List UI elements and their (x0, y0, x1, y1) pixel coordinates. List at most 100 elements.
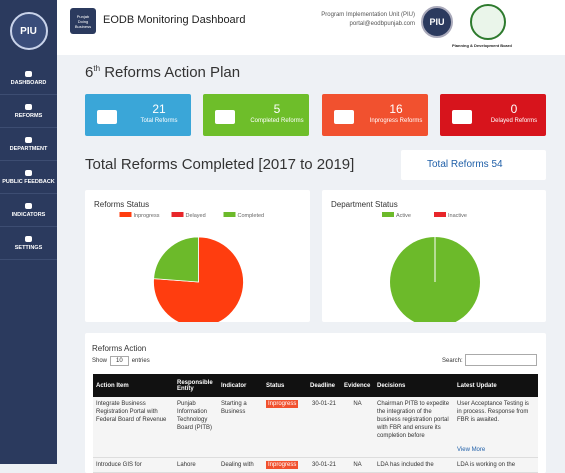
table-title: Reforms Action (92, 344, 147, 353)
cell-text: User Acceptance Testing is in process. R… (457, 401, 529, 423)
cell-text: NA (353, 462, 362, 468)
chart-panel: Department Status Active Inactive (322, 190, 546, 322)
ordinal: 6 (85, 64, 94, 81)
nav-label: DASHBOARD (10, 79, 47, 86)
nav-icon (25, 70, 32, 77)
cell-text: Introduce GIS for (96, 462, 142, 468)
logo-line: Punjab (76, 14, 90, 19)
card-value: 21 (152, 102, 166, 116)
board-logo (470, 4, 506, 40)
show: Show (92, 358, 108, 364)
search-input[interactable] (465, 354, 537, 366)
nav: DASHBOARD REFORMS DEPARTMENT PUBLIC FEEDBAC… (0, 62, 57, 260)
legend-swatch (382, 212, 394, 217)
card-label: Inprogress Reforms (369, 118, 423, 124)
nav-icon (25, 169, 32, 176)
view-more[interactable]: View More (457, 447, 486, 453)
stat-card: 5 Completed Reforms (203, 94, 309, 136)
chart-title: Department Status (331, 200, 398, 209)
cell-text: 30-01-21 (311, 401, 337, 407)
stat-card: 16 Inprogress Reforms (322, 94, 428, 136)
table-panel: Reforms Action Show 10 entries Search: Act… (85, 333, 546, 473)
column-header: Deadline (307, 374, 341, 397)
page-size[interactable]: 10 (110, 356, 129, 366)
icon-shape (215, 110, 235, 124)
cell: NA (341, 397, 374, 458)
sidebar: PIU DASHBOARD REFORMS DEPARTMENT PUBLIC FEE… (0, 0, 57, 464)
email: portal@eodbpunjab.com (349, 21, 415, 27)
nav-item[interactable]: REFORMS (0, 95, 57, 128)
card-label: Completed Reforms (250, 118, 304, 124)
cell-text: Chairman PITB to expedite the integratio… (377, 401, 450, 439)
cell: Dealing with (218, 457, 263, 473)
nav-icon (25, 103, 32, 110)
legend-label: Delayed (186, 213, 206, 219)
legend-swatch (434, 212, 446, 217)
cell-text: Dealing with (221, 462, 254, 468)
nav-icon (25, 235, 32, 242)
pie-slice (153, 236, 199, 283)
nav-label: INDICATORS (11, 211, 46, 218)
nav-icon (25, 136, 32, 143)
eodb-logo: Punjab Doing Business (70, 8, 96, 34)
cell: Lahore (174, 457, 218, 473)
search-label: Search: (442, 358, 463, 364)
board: Planning & Development Board (452, 43, 512, 48)
pie-chart: Inprogress Delayed Completed (119, 212, 264, 322)
nav-item[interactable]: SETTINGS (0, 227, 57, 260)
column-header: Indicator (218, 374, 263, 397)
legend-label: Inactive (448, 213, 467, 219)
header-row: Action Item Responsible Entity Indicator St… (93, 374, 538, 397)
cell: Introduce GIS for (93, 457, 174, 473)
stat-card: 21 Total Reforms (85, 94, 191, 136)
stat-card: 0 Delayed Reforms (440, 94, 546, 136)
pie-chart: Active Inactive (382, 212, 480, 322)
table-row: Introduce GIS for Lahore Dealing with Inpro… (93, 457, 538, 473)
card-value: 5 (273, 102, 281, 116)
card-label: Delayed Reforms (490, 118, 538, 124)
column-header: Latest Update (454, 374, 538, 397)
nav-item[interactable]: PUBLIC FEEDBACK (0, 161, 57, 194)
piu-logo: PIU (9, 12, 48, 50)
nav-item[interactable]: DASHBOARD (0, 62, 57, 95)
nav-icon (25, 202, 32, 209)
piu-badge: PIU (421, 6, 453, 38)
cell-text: Integrate Business Registration Portal w… (96, 401, 167, 423)
cell: Inprogress (263, 457, 307, 473)
nav-item[interactable]: DEPARTMENT (0, 128, 57, 161)
legend-label: Active (396, 213, 411, 219)
cell: LDA has included the (374, 457, 454, 473)
cell: NA (341, 457, 374, 473)
card-label: Total Reforms (140, 118, 178, 124)
cell-text: NA (353, 401, 362, 407)
legend-label: Inprogress (134, 213, 160, 219)
column-header: Action Item (93, 374, 174, 397)
icon-shape (334, 110, 354, 124)
chart-title: Reforms Status (94, 200, 150, 209)
plan-title: 6th Reforms Action Plan (85, 64, 240, 81)
card-value: 16 (389, 102, 403, 116)
cell: Inprogress (263, 397, 307, 458)
cell-text: LDA is working on the (457, 462, 516, 468)
cell: Starting a Business (218, 397, 263, 458)
card-icon (334, 110, 354, 124)
legend-swatch (171, 212, 184, 217)
card-icon (215, 110, 235, 124)
column-header: Evidence (341, 374, 374, 397)
entries: entries (131, 358, 150, 364)
legend-swatch (223, 212, 236, 217)
cell: Integrate Business Registration Portal w… (93, 397, 174, 458)
icon-shape (97, 110, 117, 124)
legend-swatch (119, 212, 132, 217)
cell-text: LDA has included the (377, 462, 434, 468)
nav-label: REFORMS (14, 112, 43, 119)
card-value: 0 (510, 102, 518, 116)
nav-item[interactable]: INDICATORS (0, 194, 57, 227)
cell-text: Punjab Information Technology Board (PIT… (177, 401, 213, 431)
nav-label: PUBLIC FEEDBACK (2, 178, 55, 185)
cell-text: 30-01-21 (311, 462, 337, 468)
total-box: Total Reforms 54 (401, 150, 546, 180)
status-badge: Inprogress (266, 400, 299, 408)
length: Show 10 entries (92, 356, 150, 366)
